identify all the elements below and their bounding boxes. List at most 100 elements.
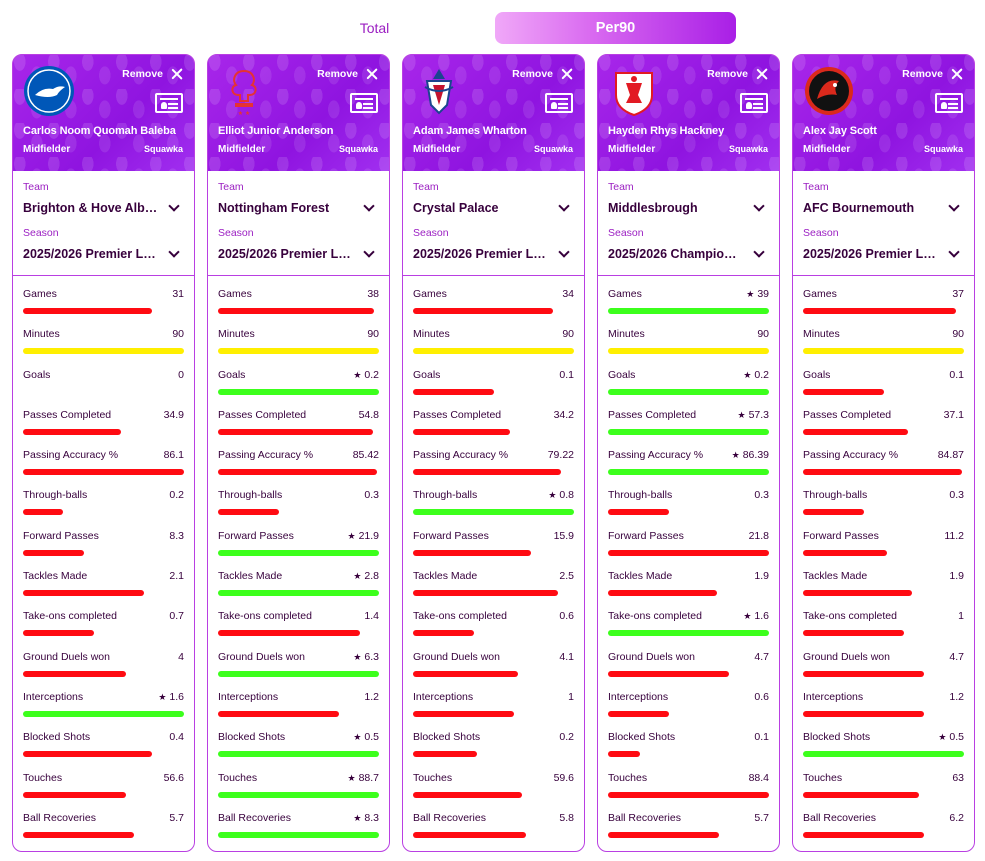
remove-player-button[interactable]: Remove [317, 68, 378, 80]
player-name: Alex Jay Scott [803, 125, 877, 137]
star-icon: ★ [353, 571, 362, 582]
stat-bar-track [218, 710, 379, 717]
player-selectors: Team Brighton & Hove Albion Season 2025/… [13, 171, 194, 276]
player-profile-card-icon[interactable] [350, 93, 378, 113]
close-icon[interactable] [366, 68, 378, 80]
total-toggle-option[interactable]: Total [359, 20, 390, 36]
stat-bar-track [23, 469, 184, 476]
team-label: Team [23, 181, 49, 193]
stat-value-wrap: 1.9 [754, 570, 769, 582]
stat-bar [413, 590, 558, 597]
stat-row: Forward Passes ★ 21.9 [208, 528, 389, 568]
stat-bar-track [218, 549, 379, 556]
stat-row: Ball Recoveries ★ 8.3 [208, 810, 389, 850]
remove-player-button[interactable]: Remove [512, 68, 573, 80]
season-select[interactable]: 2025/2026 Premier League [803, 247, 938, 261]
team-select[interactable]: Brighton & Hove Albion [23, 201, 158, 215]
stat-row: Ground Duels won 4.7 [793, 649, 974, 689]
stat-value-wrap: 88.4 [749, 772, 769, 784]
stat-bar-track [803, 388, 964, 395]
team-select[interactable]: Middlesbrough [608, 201, 698, 215]
stat-row: Through-balls 0.3 [793, 487, 974, 527]
stat-bar-track [608, 388, 769, 395]
team-select[interactable]: Crystal Palace [413, 201, 499, 215]
season-select[interactable]: 2025/2026 Premier League [413, 247, 548, 261]
chevron-down-icon[interactable] [753, 200, 765, 212]
stat-bar-track [23, 710, 184, 717]
stat-value: 1 [958, 610, 964, 623]
stat-bar-track [23, 389, 184, 395]
remove-player-button[interactable]: Remove [707, 68, 768, 80]
stat-row: Passing Accuracy % 86.1 [13, 447, 194, 487]
player-profile-card-icon[interactable] [155, 93, 183, 113]
stat-bar [608, 630, 769, 637]
stat-bar-track [803, 509, 964, 516]
close-icon[interactable] [561, 68, 573, 80]
stat-value-wrap: 1 [958, 610, 964, 622]
stat-value: 2.1 [169, 570, 184, 583]
stat-bar-track [608, 308, 769, 314]
stat-row: Games 38 [208, 286, 389, 326]
stat-value: 21.8 [748, 529, 769, 542]
stat-bar-track [803, 469, 964, 476]
per90-toggle-option[interactable]: Per90 [495, 12, 736, 44]
player-profile-card-icon[interactable] [740, 93, 768, 113]
stat-value-wrap: 2.5 [559, 570, 574, 582]
chevron-down-icon[interactable] [168, 246, 180, 258]
stat-row: Blocked Shots 0.4 [13, 729, 194, 769]
stat-bar [218, 831, 379, 838]
close-icon[interactable] [951, 68, 963, 80]
chevron-down-icon[interactable] [168, 200, 180, 212]
stat-value-wrap: 34.9 [164, 409, 184, 421]
stat-bar [608, 509, 670, 516]
close-icon[interactable] [756, 68, 768, 80]
stat-row: Touches ★ 88.7 [208, 770, 389, 810]
chevron-down-icon[interactable] [558, 246, 570, 258]
chevron-down-icon[interactable] [948, 200, 960, 212]
player-position: Midfielder [218, 144, 266, 155]
season-select[interactable]: 2025/2026 Championship [608, 247, 743, 261]
stat-label: Take-ons completed [608, 610, 702, 623]
chevron-down-icon[interactable] [948, 246, 960, 258]
chevron-down-icon[interactable] [558, 200, 570, 212]
chevron-down-icon[interactable] [753, 246, 765, 258]
stat-value: 1 [568, 690, 574, 703]
stat-value-wrap: 56.6 [164, 772, 184, 784]
stat-value-wrap: ★ 1.6 [158, 691, 184, 703]
stat-row: Tackles Made 2.1 [13, 568, 194, 608]
stat-row: Goals 0.1 [793, 367, 974, 407]
stat-bar-track [218, 630, 379, 637]
player-profile-card-icon[interactable] [545, 93, 573, 113]
player-profile-card-icon[interactable] [935, 93, 963, 113]
close-icon[interactable] [171, 68, 183, 80]
stat-value-wrap: ★ 88.7 [347, 772, 379, 784]
stat-value-wrap: 6.2 [949, 812, 964, 824]
stat-bar-track [803, 670, 964, 677]
stat-value-wrap: ★ 21.9 [347, 530, 379, 542]
stat-row: Passes Completed ★ 57.3 [598, 407, 779, 447]
season-select[interactable]: 2025/2026 Premier League [23, 247, 158, 261]
total-per90-toggle[interactable]: Total Per90 [254, 12, 736, 44]
remove-player-button[interactable]: Remove [902, 68, 963, 80]
stat-bar-track [218, 791, 379, 798]
stat-row: Through-balls 0.3 [598, 487, 779, 527]
stat-label: Take-ons completed [413, 610, 507, 623]
stat-value: 56.6 [163, 771, 184, 784]
bournemouth-logo-icon [803, 65, 855, 117]
chevron-down-icon[interactable] [363, 246, 375, 258]
star-icon: ★ [353, 651, 362, 662]
stat-value: 0.8 [559, 489, 574, 502]
remove-player-button[interactable]: Remove [122, 68, 183, 80]
stat-bar-track [23, 509, 184, 516]
season-select[interactable]: 2025/2026 Premier League [218, 247, 353, 261]
star-icon: ★ [743, 611, 752, 622]
stat-row: Passes Completed 54.8 [208, 407, 389, 447]
stat-value-wrap: 0.7 [169, 610, 184, 622]
stat-bar [608, 308, 769, 314]
chevron-down-icon[interactable] [363, 200, 375, 212]
stat-row: Passes Completed 34.9 [13, 407, 194, 447]
team-select[interactable]: AFC Bournemouth [803, 201, 915, 215]
team-select[interactable]: Nottingham Forest [218, 201, 330, 215]
stat-value-wrap: 4.7 [949, 651, 964, 663]
stat-value: 0.1 [754, 731, 769, 744]
